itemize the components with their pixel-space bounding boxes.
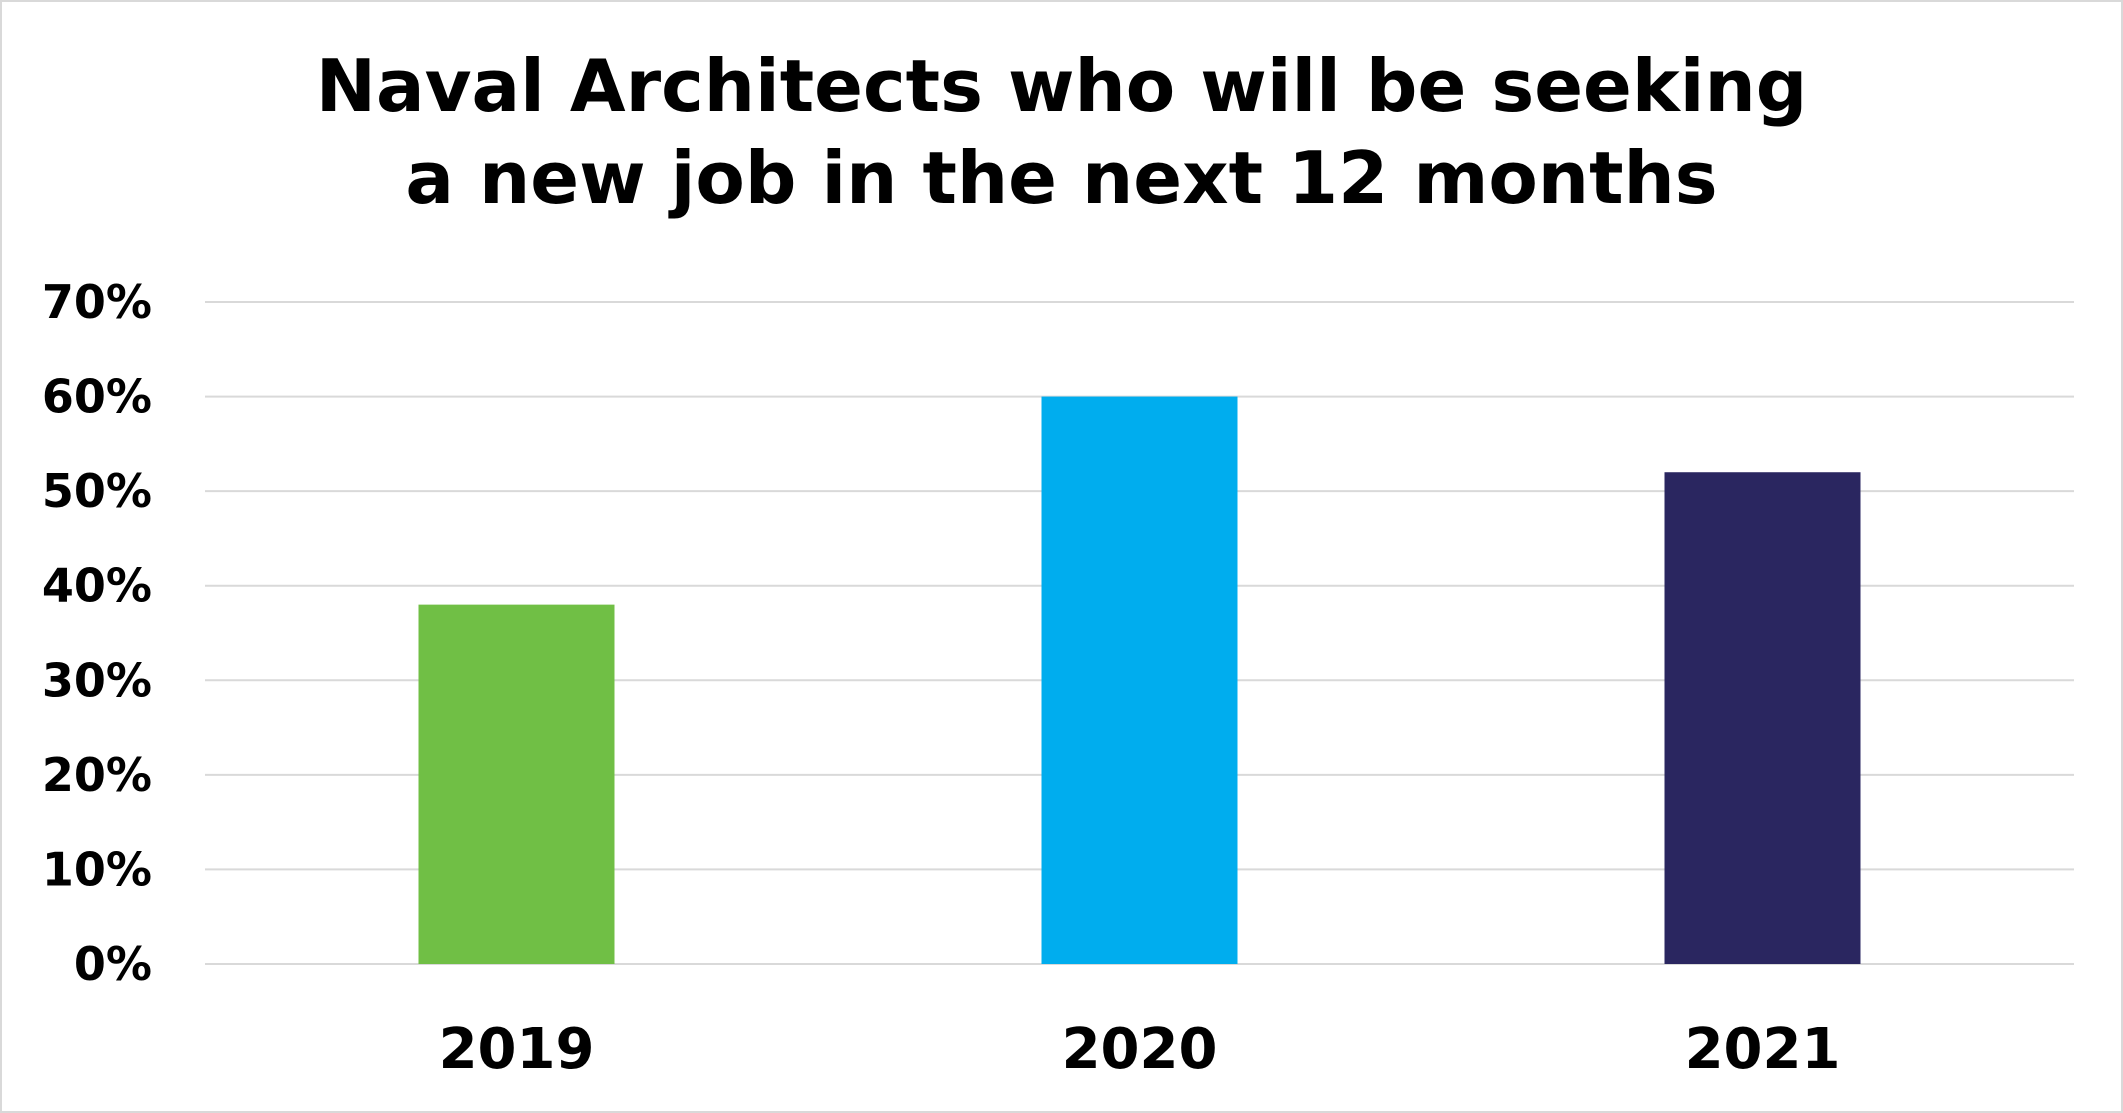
chart-title: Naval Architects who will be seeking a n… — [2, 40, 2121, 224]
chart-title-line-1: Naval Architects who will be seeking — [315, 44, 1808, 128]
bar-2021 — [1664, 472, 1861, 964]
y-tick-label: 20% — [42, 748, 152, 802]
x-category-label: 2019 — [439, 1017, 595, 1082]
y-tick-label: 40% — [42, 559, 152, 613]
bar-2020 — [1041, 396, 1238, 965]
y-tick-label: 0% — [74, 937, 152, 991]
y-tick-label: 70% — [42, 275, 152, 329]
y-tick-label: 60% — [42, 370, 152, 424]
y-tick-label: 50% — [42, 464, 152, 518]
y-tick-label: 30% — [42, 653, 152, 707]
x-category-label: 2020 — [1062, 1017, 1218, 1082]
chart-title-line-2: a new job in the next 12 months — [405, 136, 1718, 220]
bar-2019 — [418, 604, 615, 964]
y-tick-label: 10% — [42, 842, 152, 896]
x-category-label: 2021 — [1685, 1017, 1841, 1082]
